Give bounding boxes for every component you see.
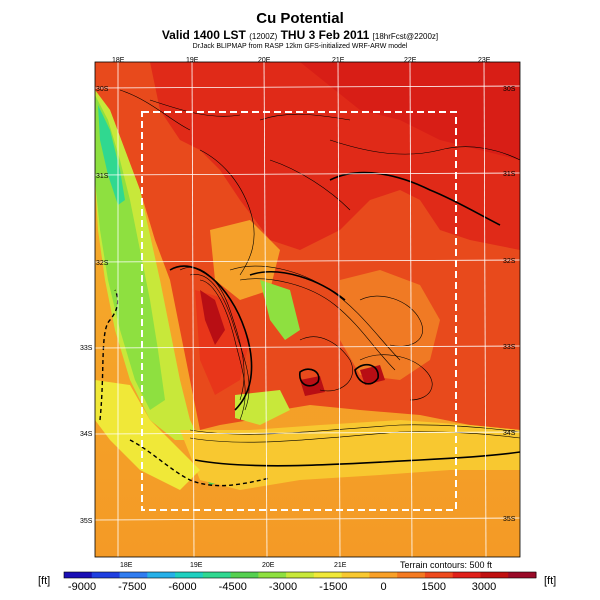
colorbar-tick-label: -6000 (168, 581, 196, 593)
lat-label-left: 32S (96, 260, 109, 267)
forecast-info: [18hrFcst@2200z] (372, 32, 439, 41)
lon-label-top: 18E (112, 57, 125, 64)
lat-label-right: 31S (503, 171, 516, 178)
colorbar-swatch (508, 572, 537, 578)
lon-label-bottom: 20E (262, 562, 275, 569)
lon-label-bottom: 18E (120, 562, 133, 569)
colorbar-tick-label: 3000 (472, 581, 496, 593)
colorbar-swatch (119, 572, 148, 578)
forecast-field (95, 62, 520, 557)
lon-label-bottom: 19E (190, 562, 203, 569)
colorbar-swatch (452, 572, 481, 578)
lon-label-top: 21E (332, 57, 345, 64)
lat-label-right: 32S (503, 258, 516, 265)
colorbar-swatch (258, 572, 287, 578)
colorbar-tick-label: 1500 (422, 581, 446, 593)
colorbar-swatch (91, 572, 121, 578)
lat-label-right: 35S (503, 516, 516, 523)
units-label-right: [ft] (544, 575, 556, 587)
map-subtitle: Valid 1400 LST (1200Z) THU 3 Feb 2011 [1… (0, 28, 600, 42)
colorbar-swatch (313, 572, 343, 578)
lat-label-left: 34S (80, 431, 93, 438)
colorbar-swatch (230, 572, 259, 578)
inner-domain-box (141, 111, 457, 511)
lat-label-left: 31S (96, 173, 109, 180)
graticule (95, 62, 520, 557)
colorbar (63, 571, 537, 579)
valid-time: Valid 1400 LST (161, 28, 246, 42)
utc-time: (1200Z) (249, 32, 278, 41)
colorbar-swatch (424, 572, 454, 578)
colorbar-tick-label: -4500 (219, 581, 247, 593)
valid-date: THU 3 Feb 2011 (280, 28, 370, 42)
map-frame (94, 61, 521, 558)
lat-label-right: 34S (503, 430, 516, 437)
colorbar-outline (63, 571, 537, 579)
colorbar-swatch (397, 572, 426, 578)
lat-label-right: 30S (503, 86, 516, 93)
colorbar-tick-label: -7500 (118, 581, 146, 593)
colorbar-swatch (147, 572, 176, 578)
lon-label-top: 20E (258, 57, 271, 64)
colorbar-swatch (202, 572, 232, 578)
lon-label-bottom: 21E (334, 562, 347, 569)
colorbar-swatch (341, 572, 370, 578)
major-contours (169, 171, 520, 467)
colorbar-swatch (175, 572, 204, 578)
colorbar-ticks: -9000 -7500 -6000 -4500 -3000 -1500 0 1500 3000 (68, 581, 496, 593)
colorbar-tick-label: -9000 (68, 581, 96, 593)
colorbar-swatch (369, 572, 398, 578)
lat-label-left: 35S (80, 518, 93, 525)
lat-label-left: 30S (96, 86, 109, 93)
colorbar-tick-label: -1500 (319, 581, 347, 593)
terrain-contour-note: Terrain contours: 500 ft (400, 560, 493, 570)
lon-label-top: 22E (404, 57, 417, 64)
units-label-left: [ft] (38, 575, 50, 587)
colorbar-tick-label: 0 (380, 581, 386, 593)
lon-label-top: 19E (186, 57, 199, 64)
map-title: Cu Potential (256, 10, 344, 27)
colorbar-swatch (64, 572, 93, 578)
colorbar-swatch (480, 572, 509, 578)
model-credit: DrJack BLIPMAP from RASP 12km GFS-initia… (192, 43, 408, 50)
lat-label-right: 33S (503, 344, 516, 351)
colorbar-tick-label: -3000 (269, 581, 297, 593)
lon-label-top: 23E (478, 57, 491, 64)
lat-label-left: 33S (80, 345, 93, 352)
colorbar-swatch (286, 572, 315, 578)
